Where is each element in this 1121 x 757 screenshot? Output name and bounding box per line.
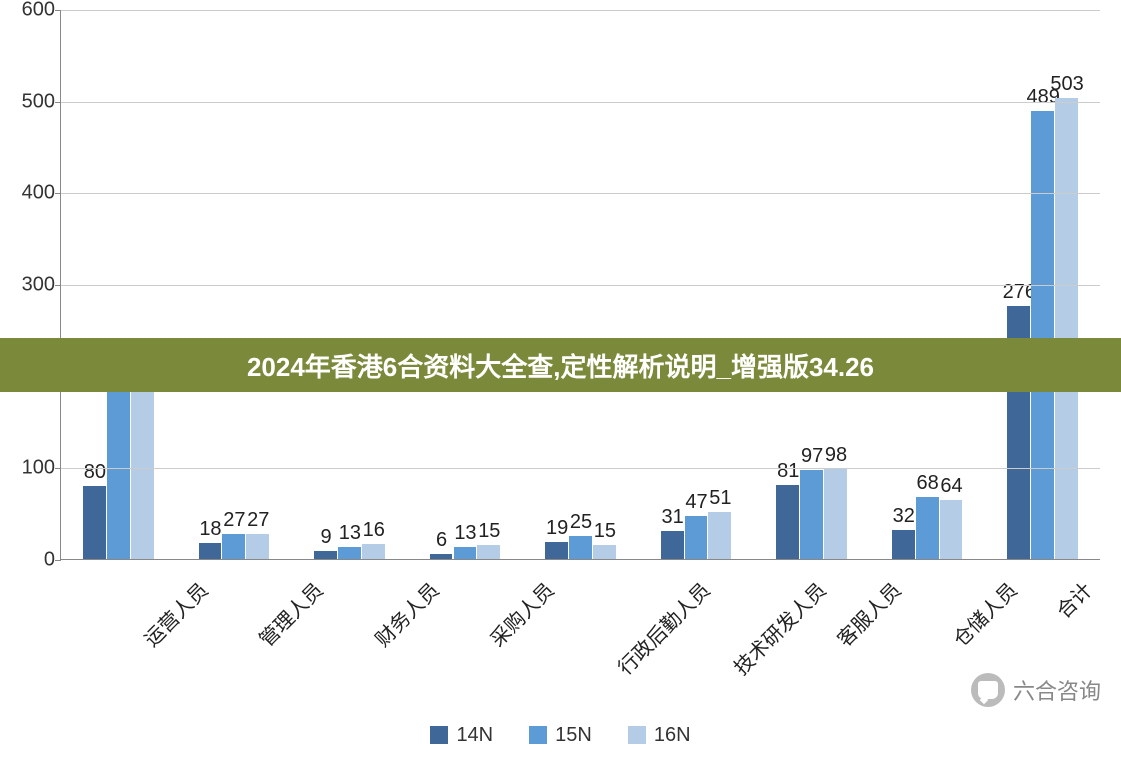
x-tick-label: 合计 [1049, 575, 1098, 624]
bar-value-label: 25 [570, 511, 592, 534]
bar [892, 530, 915, 559]
bar-value-label: 15 [478, 520, 500, 543]
bar [708, 512, 731, 559]
bar-value-label: 15 [594, 520, 616, 543]
bar [1031, 111, 1054, 559]
bar-value-label: 98 [825, 444, 847, 467]
bar [776, 485, 799, 559]
grid-line [61, 468, 1100, 469]
bar [314, 551, 337, 559]
x-tick-label: 行政后勤人员 [610, 575, 715, 680]
grid-line [61, 285, 1100, 286]
bar-value-label: 18 [199, 518, 221, 541]
bar [661, 531, 684, 559]
bar [454, 547, 477, 559]
legend-item: 16N [628, 724, 691, 747]
bar [800, 470, 823, 559]
y-axis: 0100200300400500600 [15, 10, 60, 560]
bar-value-label: 51 [709, 487, 731, 510]
bar-value-label: 27 [247, 509, 269, 532]
legend-label: 15N [555, 724, 592, 747]
bar-value-label: 68 [917, 472, 939, 495]
bar [1055, 98, 1078, 559]
x-axis-labels: 运营人员管理人员财务人员采购人员行政后勤人员技术研发人员客服人员仓储人员合计 [60, 570, 1100, 690]
bar-value-label: 80 [84, 461, 106, 484]
bar [222, 534, 245, 559]
legend-swatch [529, 726, 547, 744]
y-tick-label: 0 [44, 549, 55, 572]
bar-value-label: 81 [777, 460, 799, 483]
legend-item: 15N [529, 724, 592, 747]
bar [477, 545, 500, 559]
bar [246, 534, 269, 559]
y-tick-label: 300 [22, 274, 55, 297]
grid-line [61, 102, 1100, 103]
bar [430, 554, 453, 560]
watermark: 六合咨询 [971, 673, 1101, 707]
bar-value-label: 32 [893, 505, 915, 528]
bar [545, 542, 568, 559]
bar [199, 543, 222, 560]
grid-line [61, 193, 1100, 194]
grid-line [61, 10, 1100, 11]
bar [824, 469, 847, 559]
bar-value-label: 13 [454, 522, 476, 545]
y-tick-label: 600 [22, 0, 55, 22]
bar-value-label: 16 [363, 519, 385, 542]
bar [338, 547, 361, 559]
y-tick-label: 400 [22, 182, 55, 205]
legend-swatch [430, 726, 448, 744]
bar-value-label: 27 [223, 509, 245, 532]
bar [83, 486, 106, 559]
overlay-banner: 2024年香港6合资料大全查,定性解析说明_增强版34.26 [0, 338, 1121, 392]
bar-value-label: 19 [546, 517, 568, 540]
bar [685, 516, 708, 559]
bar-value-label: 6 [436, 529, 447, 552]
legend-label: 14N [456, 724, 493, 747]
x-tick-label: 采购人员 [483, 575, 560, 652]
bar-value-label: 97 [801, 445, 823, 468]
bar-value-label: 31 [662, 506, 684, 529]
y-tick-label: 500 [22, 90, 55, 113]
bar-value-label: 47 [685, 491, 707, 514]
bar [916, 497, 939, 559]
bar [362, 544, 385, 559]
bar-value-label: 13 [339, 522, 361, 545]
x-tick-label: 财务人员 [367, 575, 444, 652]
legend-item: 14N [430, 724, 493, 747]
bar [593, 545, 616, 559]
x-tick-label: 仓储人员 [945, 575, 1022, 652]
bar [569, 536, 592, 559]
overlay-text: 2024年香港6合资料大全查,定性解析说明_增强版34.26 [247, 347, 874, 384]
bar-value-label: 64 [940, 475, 962, 498]
bar [940, 500, 963, 559]
legend: 14N 15N 16N [0, 724, 1121, 750]
x-tick-label: 管理人员 [252, 575, 329, 652]
x-tick-label: 运营人员 [136, 575, 213, 652]
bar-value-label: 503 [1050, 73, 1083, 96]
legend-label: 16N [654, 724, 691, 747]
legend-swatch [628, 726, 646, 744]
chart-container: 0100200300400500600 80199217182727913166… [60, 10, 1100, 560]
wechat-icon [971, 673, 1005, 707]
plot-area: 8019921718272791316613151925153147518197… [60, 10, 1100, 560]
x-tick-label: 客服人员 [830, 575, 907, 652]
x-tick-label: 技术研发人员 [726, 575, 831, 680]
watermark-text: 六合咨询 [1013, 674, 1101, 706]
bar-value-label: 9 [320, 526, 331, 549]
y-tick-label: 100 [22, 457, 55, 480]
